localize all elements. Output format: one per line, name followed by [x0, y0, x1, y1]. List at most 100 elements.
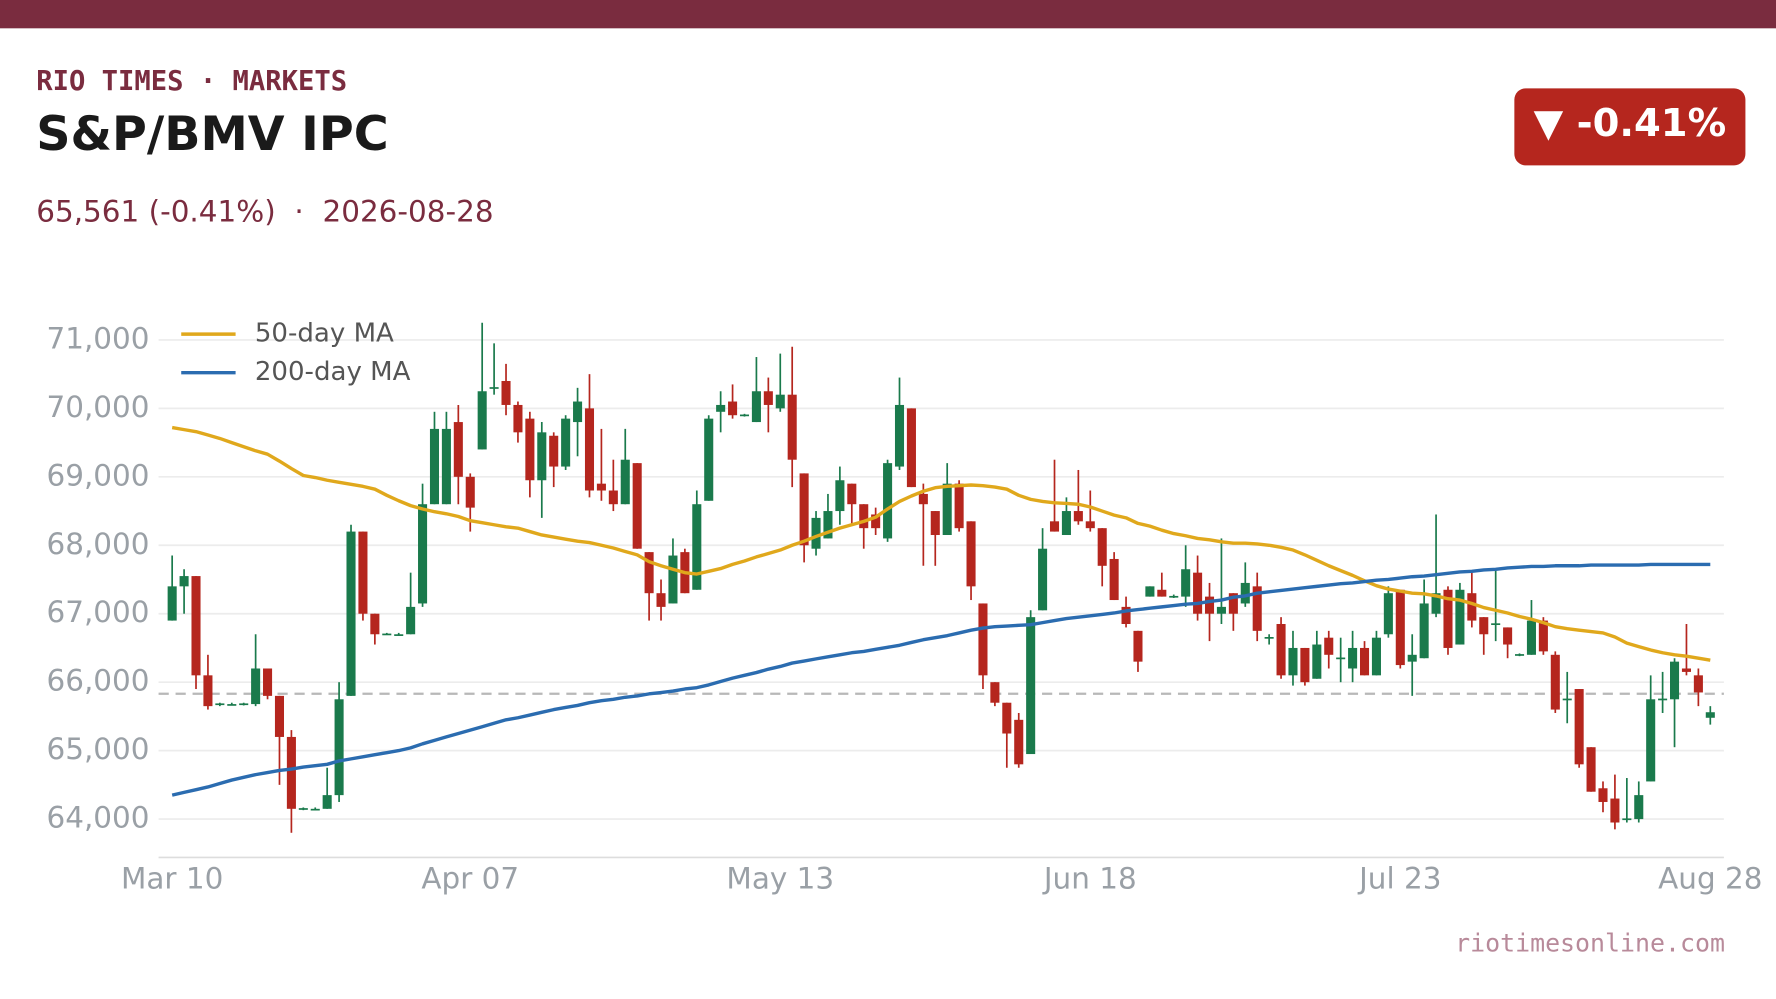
candle-body: [1252, 586, 1262, 631]
candle-body: [1467, 593, 1477, 621]
candle-body: [239, 703, 249, 706]
candle-body: [859, 504, 869, 529]
candle-body: [704, 418, 714, 501]
candle-body: [418, 504, 428, 604]
candle-body: [358, 531, 368, 614]
candle-body: [1204, 596, 1215, 614]
candle-body: [1121, 606, 1131, 624]
candle-body: [620, 459, 630, 505]
candle-body: [1598, 788, 1608, 802]
candle-body: [274, 695, 285, 737]
candle-body: [835, 480, 845, 512]
candle-body: [632, 463, 642, 549]
candle-body: [1264, 637, 1274, 639]
candle-body: [1109, 558, 1119, 601]
candle-body: [1133, 630, 1143, 662]
candle-body: [584, 408, 595, 491]
candle-body: [1693, 675, 1703, 693]
candle-body: [1526, 620, 1536, 655]
candle-body: [1228, 593, 1238, 614]
candle-body: [370, 613, 380, 635]
legend-label: 50-day MA: [255, 319, 394, 349]
candle-body: [1586, 747, 1596, 792]
candle-body: [811, 517, 821, 549]
top-bar: [0, 0, 1776, 29]
candle-body: [1002, 702, 1012, 734]
source: riotimesonline.com: [1455, 929, 1725, 958]
candle-body: [823, 511, 833, 539]
candle-body: [894, 404, 905, 467]
candle-body: [394, 634, 404, 636]
candle-body: [1324, 637, 1334, 655]
candle-body: [525, 418, 535, 481]
y-tick-label: 68,000: [46, 527, 149, 561]
candle-body: [298, 808, 308, 810]
candle-body: [1383, 593, 1393, 635]
candle-body: [1276, 623, 1286, 676]
candle-body: [1014, 719, 1024, 765]
candle-body: [322, 795, 332, 809]
candle-body: [441, 428, 451, 505]
candle-body: [1240, 582, 1250, 604]
candle-body: [1538, 620, 1548, 652]
candle-body: [1038, 548, 1048, 611]
candle-body: [179, 576, 189, 587]
ma-line: [171, 425, 1711, 662]
candle-body: [847, 483, 857, 505]
candle-body: [215, 703, 225, 706]
candle-body: [1371, 637, 1381, 676]
candle-body: [692, 504, 702, 590]
candle-body: [406, 606, 416, 635]
candle-body: [1097, 528, 1107, 566]
candle-body: [573, 401, 583, 423]
candle-body: [918, 493, 928, 505]
candle-body: [1479, 617, 1489, 635]
candle-body: [954, 483, 964, 529]
candle-body: [596, 483, 606, 491]
candle-body: [263, 668, 273, 696]
candle-body: [1407, 654, 1417, 662]
candle-body: [537, 432, 547, 481]
candle-body: [191, 576, 201, 676]
candle-body: [1181, 569, 1191, 597]
candle-body: [1300, 647, 1310, 683]
candle-body: [203, 675, 213, 707]
candle-body: [1216, 606, 1226, 614]
candle-body: [883, 463, 893, 539]
candle-body: [1193, 572, 1203, 614]
candle-body: [1336, 657, 1346, 660]
brand: RIO TIMES · MARKETS: [36, 66, 347, 97]
candle-body: [966, 521, 976, 587]
title: S&P/BMV IPC: [36, 107, 388, 162]
candle-body: [549, 435, 559, 467]
candle-body: [1443, 589, 1453, 648]
candle-body: [1610, 798, 1620, 823]
candle-body: [644, 552, 654, 594]
candle-body: [1312, 644, 1322, 679]
candle-body: [775, 394, 785, 409]
candle-body: [334, 699, 344, 796]
candle-body: [1658, 698, 1668, 701]
candle-body: [716, 404, 726, 412]
candle-body: [489, 387, 499, 389]
candle-body: [1157, 589, 1167, 597]
change-badge: [1514, 88, 1746, 166]
candle-body: [1550, 654, 1560, 710]
x-tick-label: Apr 07: [421, 862, 519, 896]
candle-body: [1395, 589, 1405, 666]
candle-body: [656, 593, 666, 607]
candle-body: [1419, 603, 1429, 659]
candle-body: [1634, 795, 1644, 820]
candle-body: [1646, 699, 1656, 782]
candle-body: [167, 586, 177, 621]
candle-body: [668, 555, 678, 604]
candle-body: [1574, 689, 1584, 765]
candle-body: [1359, 647, 1370, 676]
x-tick-label: Mar 10: [121, 862, 223, 896]
candle-body: [477, 391, 487, 450]
candle-body: [990, 682, 1000, 703]
candle-body: [1562, 698, 1572, 701]
candle-body: [871, 514, 881, 529]
candle-body: [286, 736, 296, 809]
